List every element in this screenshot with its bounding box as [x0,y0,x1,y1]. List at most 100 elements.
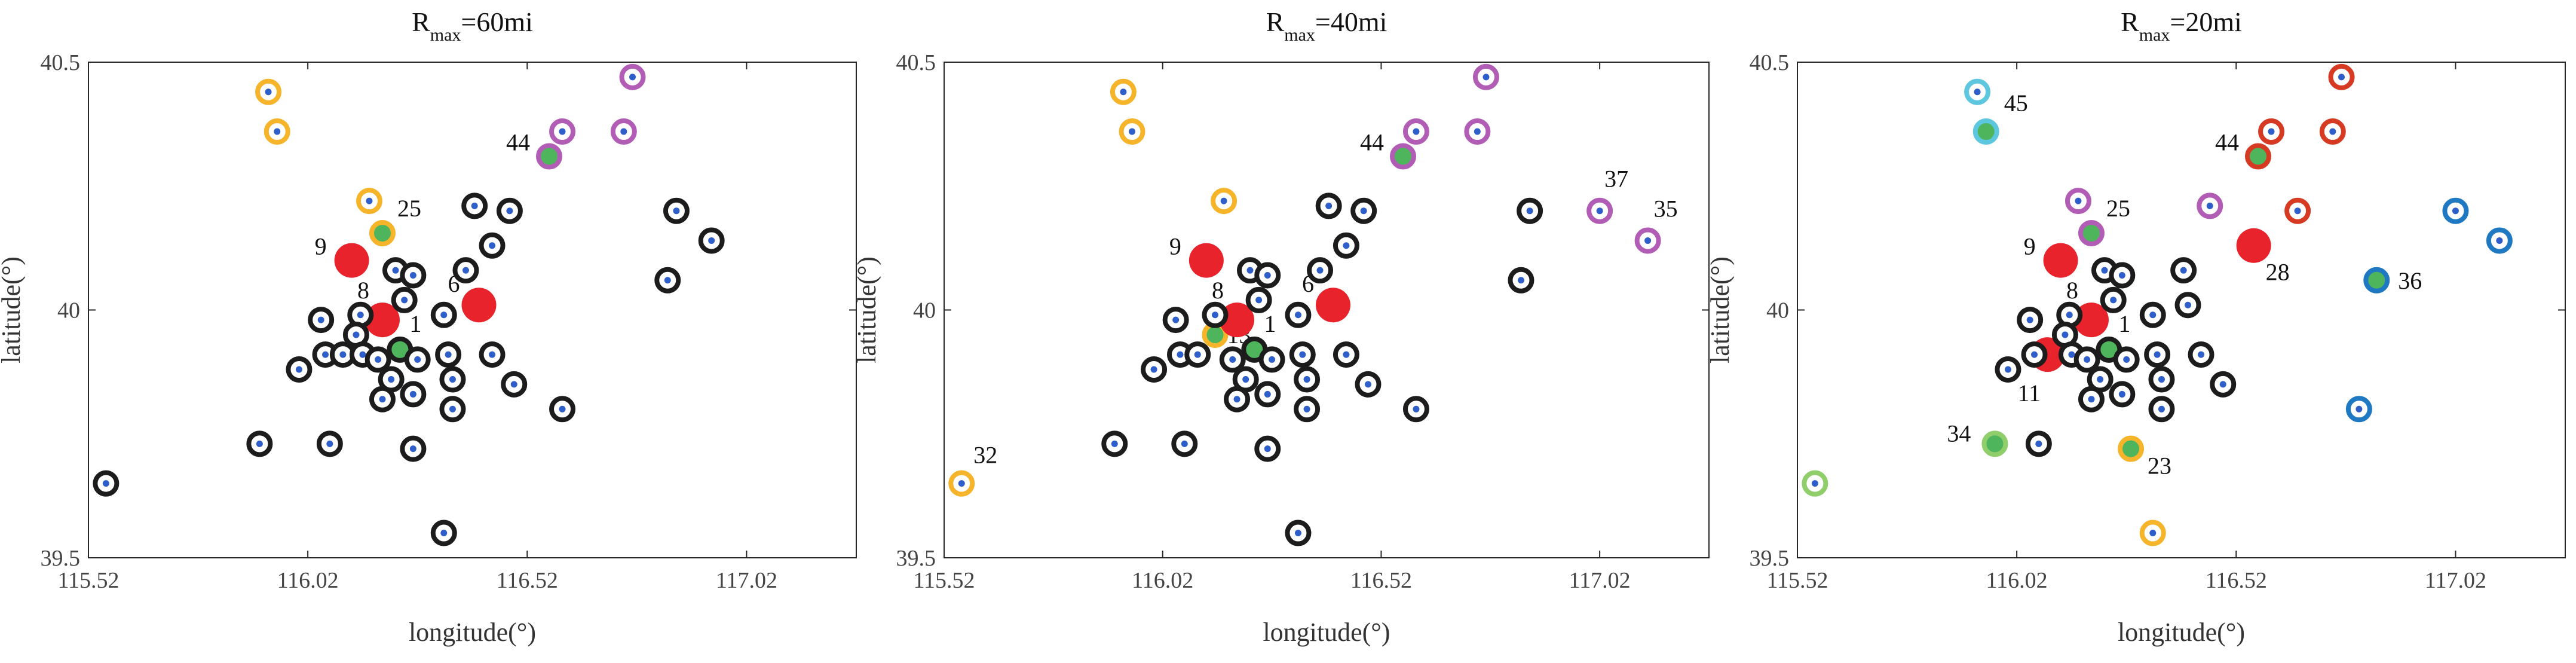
site-center-dot [2338,74,2345,81]
site-ring-marker [2245,143,2271,170]
point-label: 25 [2106,195,2130,222]
site-center-dot [1482,74,1490,81]
site-center-dot [1360,207,1367,215]
data-point [1472,63,1499,90]
data-point [1211,188,1238,215]
chart-title: Rmax=60mi [412,7,533,45]
site-ring-marker [369,220,396,247]
data-point [452,257,479,284]
fixed-site-marker [1220,303,1255,338]
site-center-dot [256,440,263,447]
site-center-dot [449,376,456,383]
point-label: 9 [315,233,327,260]
data-point [2100,286,2127,313]
site-center-dot [339,351,347,358]
data-point [2109,262,2136,289]
data-point [1294,366,1321,393]
data-point [93,470,120,497]
y-tick-label: 40 [57,298,80,323]
fixed-site-marker [2236,228,2271,263]
site-center-dot [2101,267,2108,274]
site-center-dot [1474,128,1481,135]
data-point [391,286,418,313]
site-center-dot [2496,237,2503,244]
site-center-dot [359,351,366,358]
data-point [1254,262,1281,289]
x-tick-label: 116.52 [1350,568,1412,593]
data-point [1141,356,1168,383]
site-center-dot [2294,207,2301,215]
site-center-dot [274,128,281,135]
data-point [316,430,343,457]
data-point [356,188,382,215]
data-point [1224,386,1251,413]
y-tick-label: 40.5 [41,50,81,75]
data-point [2017,307,2044,334]
site-center-dot [1264,271,1271,279]
data-point [1307,257,1334,284]
data-point [1258,346,1285,373]
data-point: 36 [2363,267,2422,294]
site-center-dot [1343,351,1350,358]
site-center-dot [471,202,478,209]
site-center-dot [2075,197,2082,204]
site-center-dot [1811,480,1818,487]
data-point [2319,118,2346,145]
site-ring-marker [1390,143,1416,170]
data-point [1464,118,1491,145]
data-point [365,346,391,373]
site-center-dot [353,331,360,338]
data-point [404,346,431,373]
data-point [1162,307,1189,334]
data-point [698,227,725,254]
chart-title: Rmax=40mi [1266,7,1387,45]
data-point [439,396,466,423]
data-point: 44 [1360,129,1416,170]
fixed-site-marker [334,243,369,278]
data-point [2174,292,2201,319]
site-center-dot [2031,351,2038,358]
data-point [1285,301,1312,328]
point-label: 44 [1360,129,1384,156]
chart-title: Rmax=20mi [2121,7,2242,45]
site-center-dot [1364,381,1371,388]
site-center-dot [1229,356,1236,363]
site-center-dot [2110,297,2117,304]
data-point [1402,118,1429,145]
data-point [479,232,506,259]
data-point: 44 [506,129,562,170]
site-center-dot [2026,316,2033,323]
site-center-dot [1181,440,1188,447]
site-center-dot [2004,366,2011,373]
data-point: 25 [2078,195,2130,247]
data-point [1508,267,1534,294]
x-tick-label: 117.02 [1569,568,1631,593]
data-point [549,118,576,145]
data-point: 44 [2215,129,2271,170]
x-tick-label: 116.02 [277,568,339,593]
x-tick-label: 116.02 [1986,568,2048,593]
point-label: 25 [397,195,421,222]
data-point: 8 [1212,277,1255,338]
site-center-dot [489,242,496,249]
site-center-dot [1644,237,1652,244]
site-center-dot [2035,440,2042,447]
site-center-dot [1325,202,1333,209]
site-center-dot [322,351,329,358]
site-center-dot [388,376,395,383]
data-point [2188,341,2214,368]
data-point [1315,193,1342,219]
point-label: 32 [973,442,997,469]
site-center-dot [1211,311,1218,319]
data-point [1119,118,1145,145]
y-axis-label: latitude(°) [1705,256,1735,363]
data-point [1171,430,1198,457]
site-ring-marker [2118,435,2145,462]
site-center-dot [1177,351,1184,358]
data-point [1995,356,2021,383]
data-point [264,118,290,145]
point-label: 37 [1604,166,1628,193]
site-center-dot [708,237,715,244]
site-center-dot [379,396,386,403]
